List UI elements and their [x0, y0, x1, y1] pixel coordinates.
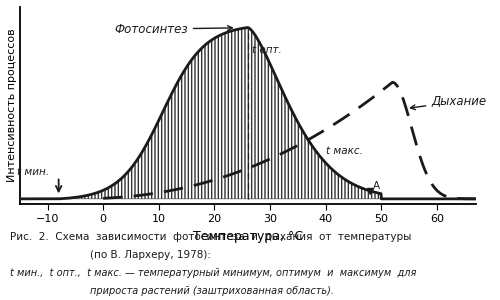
Text: А: А	[373, 181, 380, 191]
Text: прироста растений (заштрихованная область).: прироста растений (заштрихованная област…	[90, 286, 334, 296]
Text: Фотосинтез: Фотосинтез	[114, 22, 232, 36]
Text: t макс.: t макс.	[326, 146, 362, 156]
Text: t мин.,  t опт.,  t макс. — температурный минимум, оптимум  и  максимум  для: t мин., t опт., t макс. — температурный …	[10, 268, 416, 278]
Y-axis label: Интенсивность процессов: Интенсивность процессов	[7, 29, 17, 182]
Text: t опт.: t опт.	[252, 45, 282, 55]
Text: (по В. Лархеру, 1978):: (по В. Лархеру, 1978):	[90, 250, 211, 260]
Text: Рис.  2.  Схема  зависимости  фотосинтеза  и  дыхания  от  температуры: Рис. 2. Схема зависимости фотосинтеза и …	[10, 232, 411, 242]
Text: t мин.: t мин.	[17, 167, 49, 177]
Text: Дыхание: Дыхание	[410, 94, 486, 110]
X-axis label: Температура, °С: Температура, °С	[192, 230, 303, 243]
